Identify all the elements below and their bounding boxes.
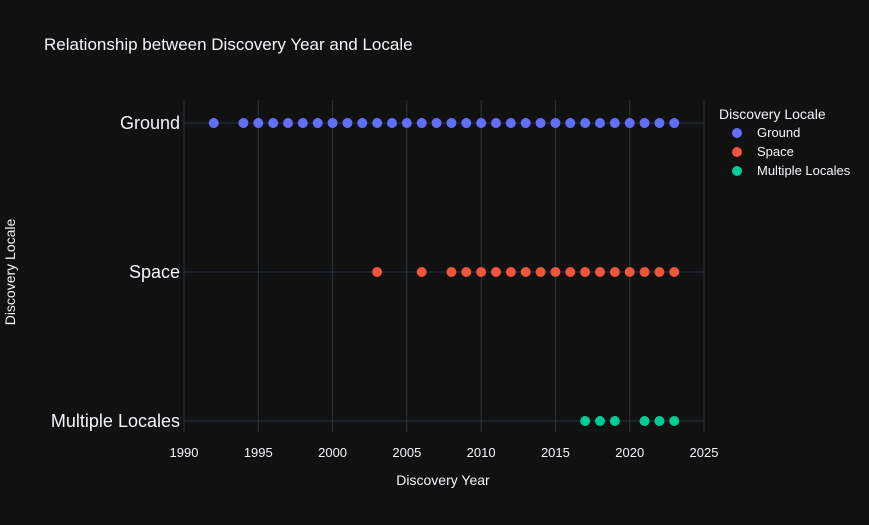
point-ground[interactable]	[461, 118, 472, 128]
x-axis-label: Discovery Year	[396, 472, 490, 488]
point-ground[interactable]	[342, 118, 353, 128]
x-tick-label: 2005	[392, 445, 421, 460]
point-ground[interactable]	[550, 118, 561, 128]
y-tick-label-multiple-locales: Multiple Locales	[51, 411, 180, 431]
x-tick-label: 2020	[615, 445, 644, 460]
point-space[interactable]	[520, 267, 531, 277]
x-tick-label: 2000	[318, 445, 347, 460]
x-tick-label: 2025	[690, 445, 719, 460]
point-multiple-locales[interactable]	[609, 416, 620, 426]
point-ground[interactable]	[372, 118, 383, 128]
point-space[interactable]	[372, 267, 383, 277]
legend-marker-multiple-locales[interactable]	[732, 166, 742, 176]
legend: Discovery Locale Ground Space Multiple Loc…	[719, 106, 851, 178]
data-points	[208, 118, 680, 426]
legend-title: Discovery Locale	[719, 106, 826, 122]
point-ground[interactable]	[446, 118, 457, 128]
x-tick-label: 2015	[541, 445, 570, 460]
x-tick-label: 1990	[170, 445, 199, 460]
point-multiple-locales[interactable]	[669, 416, 680, 426]
legend-label-multiple-locales[interactable]: Multiple Locales	[757, 163, 851, 178]
y-axis-label: Discovery Locale	[2, 218, 18, 325]
point-ground[interactable]	[416, 118, 427, 128]
point-space[interactable]	[505, 267, 516, 277]
point-ground[interactable]	[208, 118, 219, 128]
point-space[interactable]	[535, 267, 546, 277]
point-ground[interactable]	[595, 118, 605, 128]
point-space[interactable]	[624, 267, 635, 277]
point-ground[interactable]	[624, 118, 635, 128]
point-space[interactable]	[491, 267, 501, 277]
point-ground[interactable]	[327, 118, 338, 128]
point-space[interactable]	[654, 267, 665, 277]
point-ground[interactable]	[639, 118, 650, 128]
point-ground[interactable]	[669, 118, 680, 128]
point-ground[interactable]	[297, 118, 308, 128]
point-ground[interactable]	[476, 118, 487, 128]
point-space[interactable]	[550, 267, 561, 277]
point-ground[interactable]	[238, 118, 249, 128]
legend-label-space[interactable]: Space	[757, 144, 794, 159]
chart-title: Relationship between Discovery Year and …	[44, 35, 413, 54]
point-space[interactable]	[476, 267, 487, 277]
point-ground[interactable]	[565, 118, 576, 128]
point-space[interactable]	[446, 267, 457, 277]
y-tick-label-ground: Ground	[120, 113, 180, 133]
point-space[interactable]	[595, 267, 605, 277]
point-ground[interactable]	[312, 118, 323, 128]
legend-marker-space[interactable]	[732, 147, 742, 157]
point-multiple-locales[interactable]	[639, 416, 650, 426]
point-multiple-locales[interactable]	[580, 416, 591, 426]
point-ground[interactable]	[654, 118, 665, 128]
legend-label-ground[interactable]: Ground	[757, 125, 800, 140]
x-tick-label: 2010	[467, 445, 496, 460]
point-ground[interactable]	[268, 118, 279, 128]
point-ground[interactable]	[431, 118, 442, 128]
point-space[interactable]	[580, 267, 591, 277]
point-space[interactable]	[669, 267, 680, 277]
point-ground[interactable]	[535, 118, 546, 128]
point-ground[interactable]	[505, 118, 516, 128]
point-ground[interactable]	[387, 118, 397, 128]
point-ground[interactable]	[401, 118, 412, 128]
point-space[interactable]	[416, 267, 427, 277]
point-space[interactable]	[565, 267, 576, 277]
point-ground[interactable]	[580, 118, 591, 128]
x-tick-label: 1995	[244, 445, 273, 460]
point-ground[interactable]	[491, 118, 501, 128]
legend-marker-ground[interactable]	[732, 128, 742, 138]
point-ground[interactable]	[253, 118, 264, 128]
point-ground[interactable]	[283, 118, 293, 128]
y-tick-label-space: Space	[129, 262, 180, 282]
point-space[interactable]	[461, 267, 472, 277]
point-ground[interactable]	[520, 118, 531, 128]
point-ground[interactable]	[609, 118, 620, 128]
y-axis-ticks: Ground Space Multiple Locales	[51, 113, 180, 431]
point-space[interactable]	[609, 267, 620, 277]
point-ground[interactable]	[357, 118, 368, 128]
point-multiple-locales[interactable]	[595, 416, 605, 426]
x-axis-ticks: 1990 1995 2000 2005 2010 2015 2020 2025	[170, 445, 719, 460]
point-space[interactable]	[639, 267, 650, 277]
point-multiple-locales[interactable]	[654, 416, 665, 426]
